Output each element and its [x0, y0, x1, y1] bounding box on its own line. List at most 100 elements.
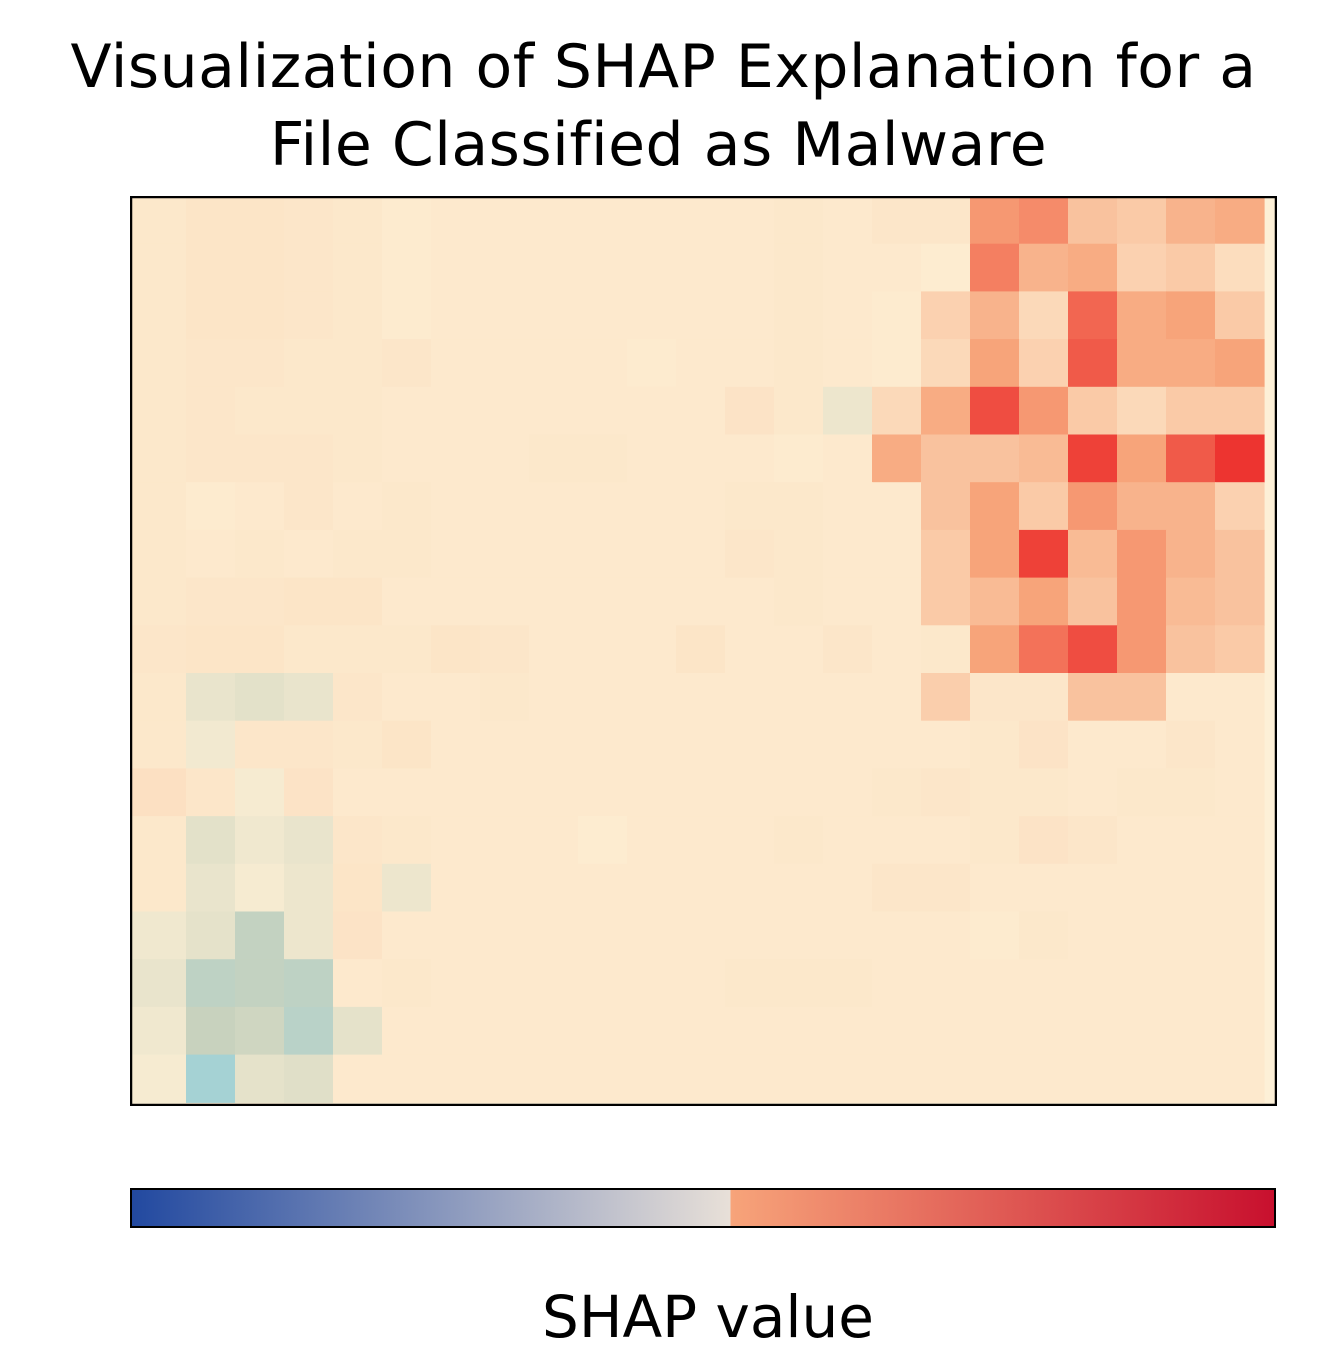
heatmap-cell: [578, 434, 628, 483]
heatmap-cell: [872, 1054, 922, 1103]
heatmap-cell: [921, 434, 971, 483]
heatmap-cell: [1117, 196, 1167, 245]
heatmap-cell: [1019, 911, 1069, 960]
heatmap-cell: [725, 196, 775, 245]
heatmap-cell: [1068, 863, 1118, 913]
heatmap-cell: [235, 1054, 285, 1103]
heatmap-cell: [1215, 1054, 1265, 1103]
heatmap-cell: [676, 529, 726, 579]
heatmap-cell: [1117, 529, 1167, 579]
heatmap-cell: [1117, 1054, 1167, 1103]
heatmap-cell: [1215, 291, 1265, 340]
heatmap-cell: [382, 577, 432, 626]
heatmap-cell: [725, 720, 775, 769]
heatmap-cell: [431, 625, 481, 674]
heatmap-cell: [130, 529, 187, 579]
heatmap-cell: [970, 816, 1020, 865]
heatmap-cell: [872, 816, 922, 865]
heatmap-cell: [676, 339, 726, 388]
heatmap-cell: [1215, 863, 1265, 913]
heatmap-cell: [872, 529, 922, 579]
heatmap-cell: [529, 482, 579, 531]
heatmap-cell: [130, 911, 187, 960]
heatmap-cell: [627, 768, 677, 817]
heatmap-cell: [970, 1006, 1020, 1056]
heatmap-cell: [1117, 482, 1167, 531]
heatmap-cell: [578, 1054, 628, 1103]
heatmap-cell: [872, 625, 922, 674]
heatmap-cell: [774, 911, 824, 960]
heatmap-cell: [921, 291, 971, 340]
heatmap-cell: [1215, 720, 1265, 769]
heatmap-cell: [284, 720, 334, 769]
heatmap-cell: [1166, 863, 1216, 913]
heatmap-cell: [1215, 434, 1265, 483]
heatmap-cell: [186, 816, 236, 865]
heatmap-cell: [431, 863, 481, 913]
heatmap-cell: [130, 816, 187, 865]
heatmap-cell: [676, 577, 726, 626]
heatmap-cell: [529, 577, 579, 626]
heatmap-cell: [130, 243, 187, 292]
heatmap-cell: [970, 196, 1020, 245]
heatmap-cell: [480, 482, 530, 531]
heatmap-cell: [284, 196, 334, 245]
heatmap-cell: [480, 720, 530, 769]
heatmap-cell: [1166, 529, 1216, 579]
heatmap-cell: [823, 768, 873, 817]
heatmap-cell: [480, 529, 530, 579]
heatmap-cell: [382, 1054, 432, 1103]
heatmap-cell: [235, 291, 285, 340]
heatmap-cell: [1166, 196, 1216, 245]
heatmap-cell: [284, 291, 334, 340]
heatmap-cell: [529, 959, 579, 1008]
heatmap-cell: [235, 625, 285, 674]
heatmap-cell: [578, 625, 628, 674]
heatmap-cell: [1068, 482, 1118, 531]
heatmap-cell: [186, 339, 236, 388]
heatmap-cell: [382, 768, 432, 817]
heatmap-cell: [1068, 529, 1118, 579]
heatmap-cell: [186, 720, 236, 769]
heatmap-cell: [774, 863, 824, 913]
heatmap-cell: [774, 1054, 824, 1103]
heatmap-cell: [725, 482, 775, 531]
heatmap-cell: [970, 339, 1020, 388]
heatmap-cell: [676, 482, 726, 531]
heatmap-cell: [529, 386, 579, 436]
heatmap-cell: [1117, 434, 1167, 483]
heatmap-cell: [235, 720, 285, 769]
heatmap-cell: [480, 339, 530, 388]
heatmap-cell: [333, 482, 383, 531]
heatmap-cell: [774, 720, 824, 769]
heatmap-cell: [676, 911, 726, 960]
heatmap-cell: [186, 577, 236, 626]
heatmap-cell: [578, 243, 628, 292]
heatmap-cell: [1166, 1054, 1216, 1103]
heatmap-cell: [1117, 816, 1167, 865]
heatmap-cell: [921, 196, 971, 245]
heatmap-cell: [186, 911, 236, 960]
heatmap-cell: [1166, 816, 1216, 865]
heatmap-cell: [627, 1006, 677, 1056]
heatmap-cell: [1166, 482, 1216, 531]
heatmap-cell: [578, 1006, 628, 1056]
heatmap-cell: [333, 386, 383, 436]
heatmap-cell: [186, 386, 236, 436]
heatmap-cell: [578, 911, 628, 960]
heatmap-cell: [921, 863, 971, 913]
heatmap-cell: [725, 577, 775, 626]
heatmap-cell: [529, 625, 579, 674]
heatmap-cell: [186, 1054, 236, 1103]
heatmap-cell: [186, 1006, 236, 1056]
heatmap-cell: [970, 243, 1020, 292]
heatmap-cell: [186, 673, 236, 722]
heatmap-cell: [382, 1006, 432, 1056]
heatmap-cell: [1068, 434, 1118, 483]
heatmap-cell: [1215, 959, 1265, 1008]
heatmap-cell: [235, 339, 285, 388]
heatmap-cell: [284, 673, 334, 722]
heatmap-cell: [480, 673, 530, 722]
heatmap-cell: [186, 959, 236, 1008]
heatmap-cell: [774, 673, 824, 722]
